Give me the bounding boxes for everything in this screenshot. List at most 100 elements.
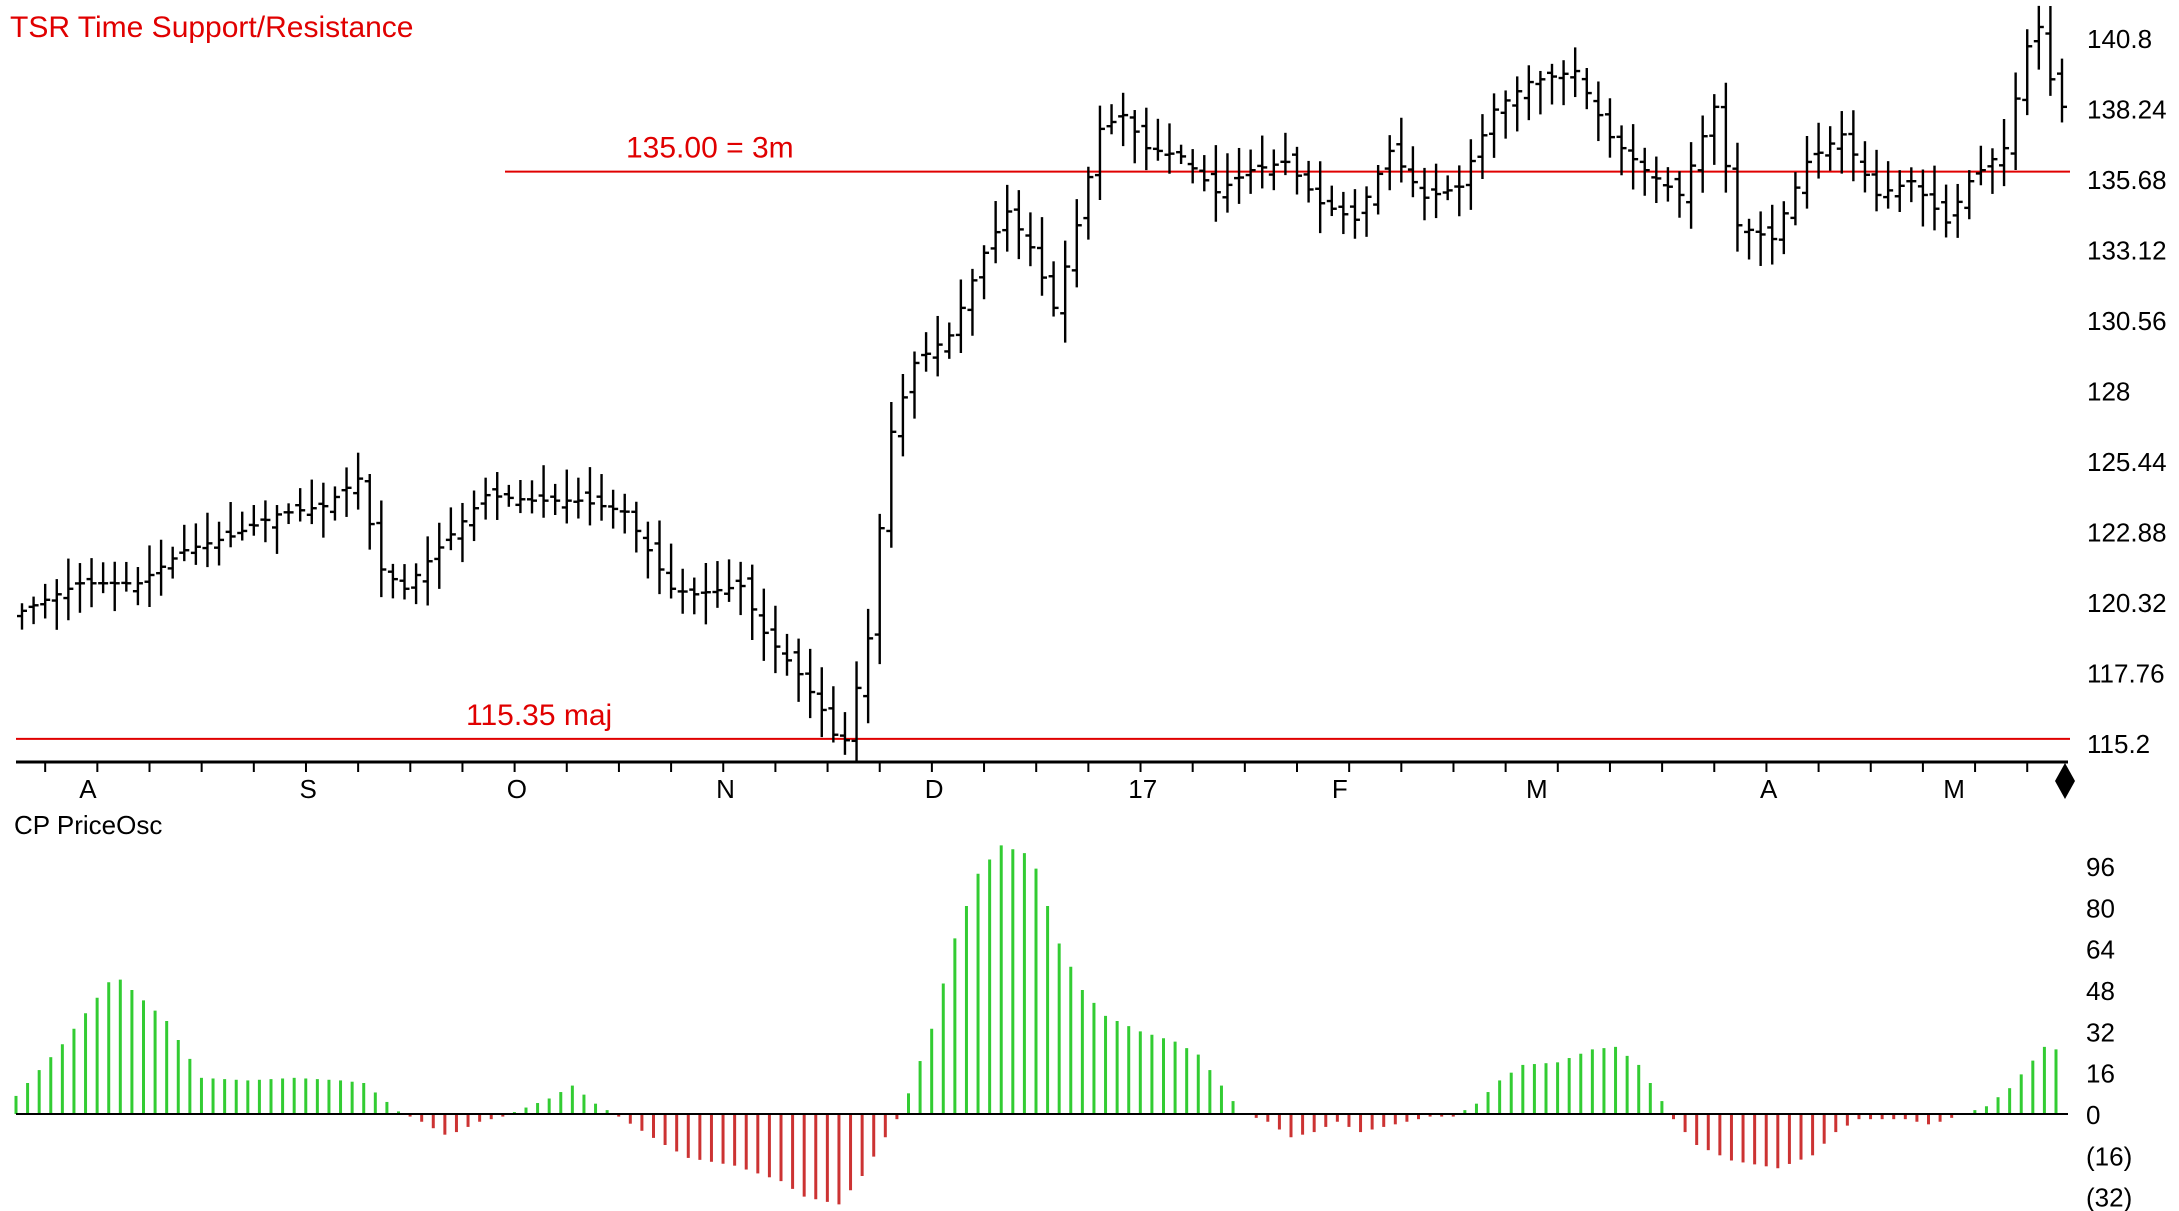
price-bar [1176, 144, 1187, 165]
price-y-tick-label: 130.56 [2087, 306, 2167, 336]
price-bar [1871, 149, 1882, 212]
price-bar [596, 474, 607, 521]
price-bar [74, 563, 85, 613]
price-bar [1002, 184, 1013, 252]
price-bar [1883, 161, 1894, 209]
price-bar [248, 505, 259, 536]
price-bar [28, 596, 39, 625]
price-bar [955, 279, 966, 354]
price-bar [434, 522, 445, 589]
price-bar [98, 562, 109, 594]
price-bar [469, 490, 480, 542]
price-bar [1570, 47, 1581, 98]
price-bar [631, 501, 642, 553]
price-bar [2033, 5, 2044, 70]
price-bar [886, 402, 897, 548]
price-bar [1720, 82, 1731, 193]
price-bar [747, 564, 758, 641]
price-bar [202, 512, 213, 568]
price-bar [990, 201, 1001, 264]
price-bar [295, 488, 306, 522]
price-bar [1118, 92, 1129, 147]
price-bar [492, 472, 503, 520]
price-bar [805, 648, 816, 719]
price-bar [1349, 189, 1360, 239]
oscillator-title: CP PriceOsc [14, 810, 162, 840]
price-bar [1048, 261, 1059, 317]
price-bar [677, 568, 688, 614]
price-sr-levels: 135.00 = 3m 115.35 maj [16, 132, 2070, 740]
price-bar [666, 543, 677, 599]
price-bar [782, 633, 792, 676]
price-bar [1906, 167, 1917, 203]
price-bar [839, 712, 850, 755]
price-bar [411, 563, 422, 605]
price-bar [1616, 125, 1627, 176]
time-axis-month-label: O [507, 774, 527, 804]
price-bar [1442, 175, 1453, 201]
price-y-tick-label: 117.76 [2087, 659, 2165, 689]
price-bar [132, 567, 143, 606]
price-bar [1037, 217, 1047, 296]
price-bar [86, 558, 97, 608]
price-bar [399, 564, 410, 600]
price-bar [758, 588, 769, 661]
price-bar [909, 351, 920, 419]
price-bar [654, 520, 665, 595]
price-bar [967, 268, 978, 336]
price-bar [1025, 212, 1036, 267]
price-bar [2045, 5, 2056, 96]
price-bar [1013, 190, 1024, 260]
oscillator-panel: CP PriceOsc 96 80 64 48 32 16 0 (16) (32) [14, 810, 2132, 1211]
price-bar [1755, 211, 1766, 266]
price-bar [1894, 170, 1905, 213]
price-bar [1547, 63, 1557, 105]
price-bar [2057, 58, 2067, 123]
price-bar [1651, 156, 1662, 204]
price-bar [1790, 172, 1801, 226]
oscillator-bars [14, 845, 2058, 1205]
price-bar [40, 583, 51, 619]
scroll-diamond-icon[interactable] [2055, 763, 2075, 799]
price-bar [584, 467, 595, 526]
price-chart-title: TSR Time Support/Resistance [10, 11, 414, 44]
price-bar [712, 561, 723, 608]
price-y-tick-label: 128 [2087, 377, 2130, 407]
price-bar [1083, 166, 1094, 240]
time-axis-month-label: S [300, 774, 317, 804]
price-bar [1141, 107, 1152, 171]
price-bar [538, 465, 549, 518]
price-bar [944, 322, 955, 359]
price-bar [1523, 65, 1534, 121]
price-bar [1384, 135, 1395, 191]
price-bar [1813, 122, 1824, 179]
price-bar [793, 638, 804, 702]
price-bar [387, 563, 398, 599]
price-bar [1500, 90, 1511, 139]
price-bar [1848, 110, 1859, 182]
price-bar [1639, 147, 1650, 196]
time-axis: A S O N D 17 F M A M [16, 760, 2068, 804]
oscillator-y-tick-label: 32 [2086, 1017, 2115, 1047]
oscillator-y-tick-label: 64 [2086, 935, 2115, 965]
price-bar [1512, 76, 1523, 132]
price-bar [1836, 111, 1847, 174]
price-y-axis: 140.8 138.24 135.68 133.12 130.56 128 125.44 12… [2087, 24, 2167, 759]
price-bar [144, 545, 155, 608]
price-bar [1094, 105, 1105, 200]
price-bars [17, 5, 2067, 761]
price-bar [1292, 146, 1302, 195]
price-bar [1929, 165, 1940, 231]
price-bar [689, 577, 700, 615]
price-bar [329, 486, 340, 521]
price-bar [1407, 146, 1418, 198]
price-bar [700, 562, 711, 625]
price-bar [17, 603, 27, 630]
price-bar [1581, 68, 1592, 110]
price-bar [109, 561, 120, 612]
price-bar [550, 483, 561, 516]
price-bar [318, 482, 329, 538]
price-bar [1941, 184, 1952, 238]
price-bar [1199, 155, 1210, 192]
